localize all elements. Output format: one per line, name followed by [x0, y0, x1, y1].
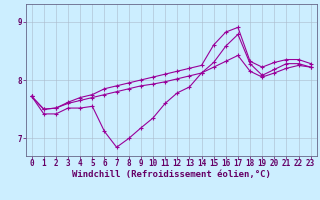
X-axis label: Windchill (Refroidissement éolien,°C): Windchill (Refroidissement éolien,°C): [72, 170, 271, 179]
